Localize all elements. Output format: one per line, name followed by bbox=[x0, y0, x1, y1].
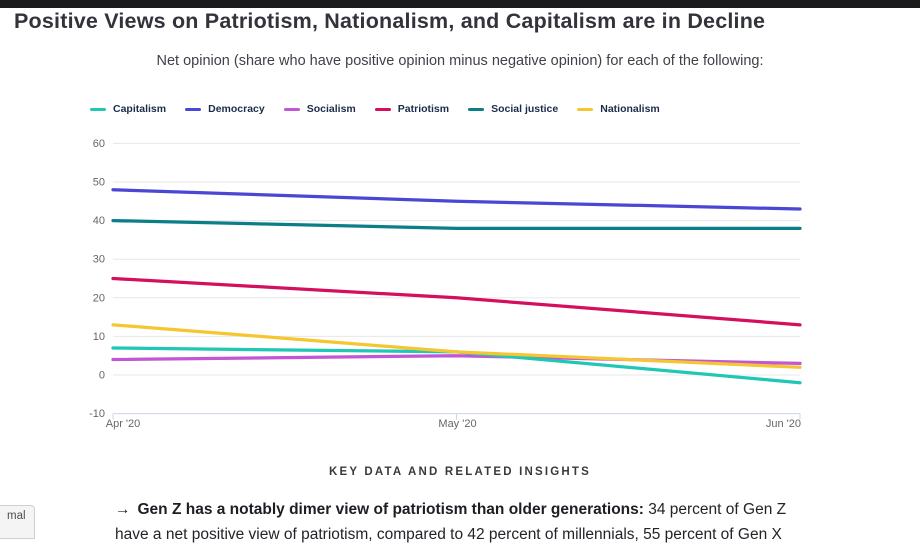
legend-swatch bbox=[374, 107, 391, 111]
legend-label: Social justice bbox=[491, 103, 559, 115]
series-line-nationalism[interactable] bbox=[111, 323, 802, 369]
series-line-social-justice[interactable] bbox=[111, 218, 802, 230]
legend-item-social-justice[interactable]: Social justice bbox=[468, 103, 558, 115]
insight-continuation-text: have a net positive view of patriotism, … bbox=[115, 526, 782, 543]
legend-label: Socialism bbox=[306, 103, 356, 115]
insight-regular-text: 34 percent of Gen Z bbox=[648, 501, 787, 518]
legend-swatch bbox=[577, 107, 594, 111]
x-axis-label: May '20 bbox=[438, 418, 476, 430]
x-axis-label: Jun '20 bbox=[766, 418, 801, 430]
chart-subtitle: Net opinion (share who have positive opi… bbox=[156, 53, 764, 69]
legend-label: Nationalism bbox=[600, 103, 660, 115]
arrow-icon: → bbox=[115, 501, 131, 518]
y-axis-label: 50 bbox=[93, 177, 105, 189]
y-axis-label: 40 bbox=[93, 215, 105, 227]
legend-item-socialism[interactable]: Socialism bbox=[283, 103, 356, 115]
y-axis-label: 0 bbox=[99, 370, 105, 382]
y-axis-label: 10 bbox=[93, 331, 105, 343]
legend-swatch bbox=[185, 107, 202, 111]
y-axis-label: 20 bbox=[93, 292, 105, 304]
legend-label: Patriotism bbox=[397, 103, 450, 115]
series-line-patriotism[interactable] bbox=[111, 276, 802, 327]
legend-swatch bbox=[283, 107, 300, 111]
section-heading: KEY DATA AND RELATED INSIGHTS bbox=[328, 466, 592, 478]
legend-item-nationalism[interactable]: Nationalism bbox=[577, 103, 660, 115]
y-axis-label: -10 bbox=[89, 408, 105, 420]
insight-bold-text: Gen Z has a notably dimer view of patrio… bbox=[137, 501, 644, 518]
legend-item-patriotism[interactable]: Patriotism bbox=[374, 103, 450, 115]
x-axis-label: Apr '20 bbox=[106, 418, 141, 430]
page-title: Positive Views on Patriotism, Nationalis… bbox=[14, 9, 766, 33]
y-axis-label: 60 bbox=[93, 138, 105, 150]
status-bubble: mal bbox=[0, 505, 35, 539]
top-bar bbox=[0, 0, 920, 8]
legend-label: Democracy bbox=[208, 103, 265, 115]
y-axis-label: 30 bbox=[93, 254, 105, 266]
insight-item: → Gen Z has a notably dimer view of patri… bbox=[115, 497, 810, 547]
legend-swatch bbox=[90, 107, 106, 111]
legend-item-democracy[interactable]: Democracy bbox=[185, 103, 265, 115]
series-line-democracy[interactable] bbox=[111, 188, 802, 211]
legend-label: Capitalism bbox=[113, 103, 167, 115]
line-chart: -10 0 10 20 30 40 50 60 Apr '20 May '20 Jun '20 bbox=[89, 138, 802, 430]
legend-item-capitalism[interactable]: Capitalism bbox=[90, 103, 166, 115]
legend-swatch bbox=[468, 107, 485, 111]
chart-legend: Capitalism Democracy Socialism Patriotism So… bbox=[90, 103, 660, 115]
